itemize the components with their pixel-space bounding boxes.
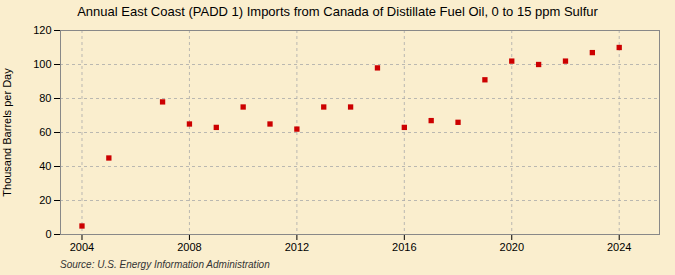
html-text:Annual East Coast (PADD 1) Imp: Annual East Coast (PADD 1) Imports from … (77, 4, 598, 19)
svg-text:0: 0 (45, 228, 51, 240)
svg-text:40: 40 (39, 160, 51, 172)
svg-text:2004: 2004 (70, 241, 94, 253)
svg-text:100: 100 (33, 58, 51, 70)
svg-text:20: 20 (39, 194, 51, 206)
svg-text:2008: 2008 (177, 241, 201, 253)
svg-text:2024: 2024 (607, 241, 631, 253)
svg-text:80: 80 (39, 92, 51, 104)
svg-text:Thousand Barrels per Day: Thousand Barrels per Day (1, 68, 13, 197)
html-text:Source: U.S. Energy Informatio: Source: U.S. Energy Information Administ… (60, 259, 270, 270)
svg-text:120: 120 (33, 24, 51, 36)
svg-text:2020: 2020 (500, 241, 524, 253)
svg-text:2016: 2016 (392, 241, 416, 253)
svg-text:60: 60 (39, 126, 51, 138)
svg-text:2012: 2012 (285, 241, 309, 253)
